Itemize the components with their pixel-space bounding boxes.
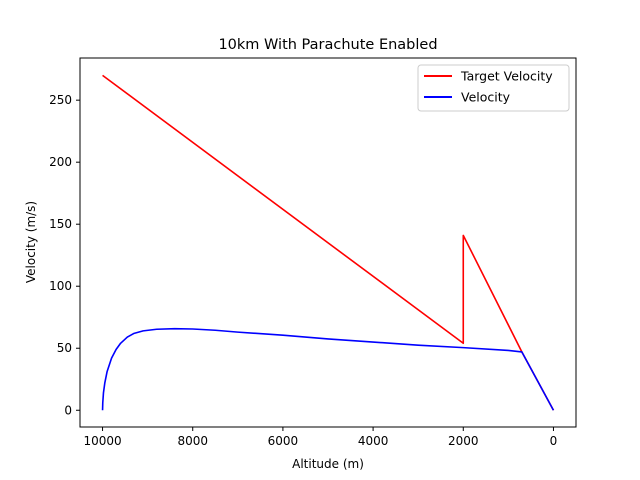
x-tick-label: 10000 [83, 434, 121, 448]
chart-title: 10km With Parachute Enabled [218, 37, 437, 53]
legend-label-velocity: Velocity [461, 90, 511, 105]
y-tick-label: 250 [49, 93, 72, 107]
y-tick-label: 150 [49, 217, 72, 231]
y-tick-label: 50 [57, 341, 72, 355]
x-axis-label: Altitude (m) [292, 457, 364, 471]
axis-ticks: 10000 8000 6000 4000 2000 0 0 50 100 150 200 250 [49, 93, 557, 448]
legend: Target Velocity Velocity [417, 64, 570, 112]
x-tick-label: 6000 [268, 434, 299, 448]
target-velocity-line [102, 74, 555, 411]
y-tick-label: 200 [49, 155, 72, 169]
x-tick-label: 4000 [358, 434, 389, 448]
legend-box [417, 64, 570, 112]
x-tick-label: 8000 [177, 434, 208, 448]
velocity-line [101, 327, 555, 411]
y-tick-label: 0 [64, 403, 72, 417]
y-axis-label: Velocity (m/s) [24, 201, 38, 283]
legend-label-target-velocity: Target Velocity [460, 69, 553, 84]
y-tick-label: 100 [49, 279, 72, 293]
x-tick-label: 0 [550, 434, 558, 448]
x-tick-label: 2000 [448, 434, 479, 448]
plot-series [101, 74, 555, 411]
plot-frame [79, 57, 577, 428]
